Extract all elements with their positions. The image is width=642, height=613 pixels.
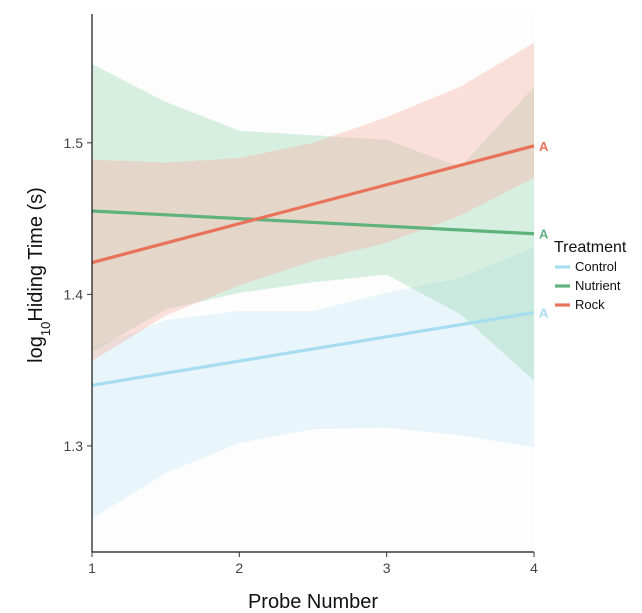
- band-rock: [92, 42, 534, 362]
- x-axis-title: Probe Number: [248, 591, 378, 613]
- y-axis-title-prefix: log: [25, 336, 47, 363]
- x-tick-label: 3: [383, 560, 391, 576]
- legend-label-control: Control: [575, 259, 617, 274]
- trend-line-rock: [91, 144, 535, 265]
- legend: Treatment Control Nutrient Rock: [554, 239, 627, 312]
- x-tick-label: 1: [88, 560, 96, 576]
- letter-nutrient: A: [539, 227, 549, 242]
- axes: 1 2 3 4 1.3 1.4 1.5 Probe Number log10Hiding Tim…: [25, 14, 538, 613]
- x-tick-label: 2: [235, 560, 243, 576]
- y-axis-title-subscript: 10: [38, 322, 53, 336]
- confidence-bands: [92, 14, 534, 552]
- y-axis-title: log10Hiding Time (s): [25, 187, 53, 363]
- y-tick-label: 1.3: [64, 438, 84, 454]
- trend-lines: [91, 144, 535, 387]
- trend-line-nutrient: [91, 209, 535, 236]
- letter-control: A: [539, 306, 549, 321]
- y-tick-label: 1.5: [64, 135, 84, 151]
- y-axis-title-suffix: Hiding Time (s): [25, 187, 47, 321]
- trend-line-control: [91, 310, 535, 387]
- y-tick-label: 1.4: [64, 286, 84, 302]
- letter-rock: A: [539, 139, 549, 154]
- legend-label-nutrient: Nutrient: [575, 278, 621, 293]
- legend-label-rock: Rock: [575, 297, 605, 312]
- band-control: [92, 247, 534, 519]
- x-tick-label: 4: [530, 560, 538, 576]
- legend-title: Treatment: [554, 239, 627, 256]
- significance-letters: A A A: [539, 139, 549, 321]
